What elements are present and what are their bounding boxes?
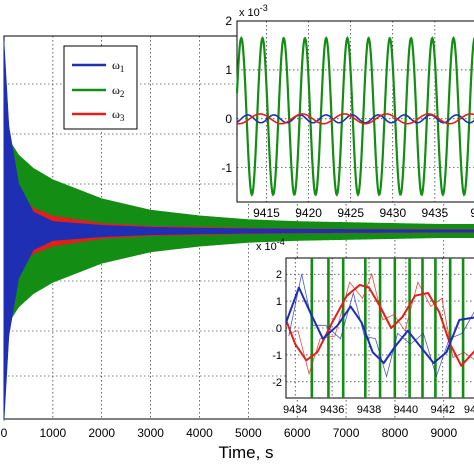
main-plot-series [3, 40, 474, 422]
inset-top-series-ω2 [235, 36, 474, 197]
inset-bottom-x-tick-label: 9438 [357, 404, 381, 416]
inset-top-y-tick-label: -1 [221, 161, 232, 175]
inset-top-x-tick-label: 9430 [379, 206, 406, 220]
main-x-tick-label: 8000 [382, 426, 409, 440]
main-x-tick-label: 6000 [284, 426, 311, 440]
inset-bottom-x-tick-label: 9440 [394, 404, 418, 416]
inset-bottom-x-tick-label: 9436 [320, 404, 344, 416]
inset-bottom-x-tick-label: 94 [464, 404, 474, 416]
main-x-tick-label: 1000 [40, 426, 67, 440]
inset-top-series-ω3 [236, 113, 474, 125]
inset-top-exponent: x 10-3 [239, 3, 268, 19]
main-x-tick-label: 9000 [430, 426, 457, 440]
inset-bottom-y-tick-label: -1 [272, 350, 282, 362]
x-axis-label: Time, s [218, 443, 273, 462]
legend-box [63, 45, 138, 130]
inset-bottom-plot: 2 1 0 -1 -2 9434 9436 9438 9440 9442 94 x 10-4 [256, 237, 474, 416]
inset-top-x-tick-label: 9435 [422, 206, 449, 220]
inset-top-x-tick-labels: 9415 9420 9425 9430 9435 94 [253, 206, 474, 220]
inset-top-y-tick-label: 2 [225, 14, 232, 28]
main-x-tick-label: 2000 [88, 426, 115, 440]
inset-top-plot: 2 1 0 -1 9415 9420 9425 9430 9435 94 x 10-3 [221, 3, 474, 220]
inset-top-y-tick-label: 1 [225, 63, 232, 77]
inset-top-x-tick-label: 9425 [337, 206, 364, 220]
inset-top-series [235, 36, 474, 197]
legend: ω1 ω2 ω3 [63, 45, 138, 130]
inset-bottom-x-tick-labels: 9434 9436 9438 9440 9442 94 [283, 404, 474, 416]
main-series-ω1 [3, 40, 474, 422]
inset-bottom-y-tick-labels: 2 1 0 -1 -2 [272, 269, 282, 389]
inset-bottom-series-ω1-raw [288, 274, 474, 378]
inset-top-y-tick-labels: 2 1 0 -1 [221, 14, 232, 175]
main-x-tick-label: 3000 [137, 426, 164, 440]
inset-top-x-tick-label: 9420 [295, 206, 322, 220]
inset-bottom-series-ω3 [285, 283, 474, 367]
inset-top-series-ω1 [236, 114, 474, 124]
inset-bottom-grid [286, 258, 474, 398]
inset-bottom-exponent: x 10-4 [256, 237, 285, 253]
inset-bottom-y-tick-label: 0 [276, 323, 282, 335]
inset-bottom-series-ω3-raw [288, 272, 474, 376]
main-x-tick-label: 4000 [186, 426, 213, 440]
inset-bottom-y-tick-label: 2 [276, 269, 282, 281]
inset-top-x-tick-label: 94 [470, 206, 474, 220]
inset-bottom-x-tick-label: 9442 [431, 404, 455, 416]
main-x-tick-label: 0 [1, 426, 8, 440]
inset-bottom-y-tick-label: 1 [276, 296, 282, 308]
main-x-tick-labels: 0 1000 2000 3000 4000 5000 6000 7000 8000 9000 [1, 426, 458, 440]
main-x-tick-label: 5000 [235, 426, 262, 440]
inset-top-y-tick-label: 0 [225, 112, 232, 126]
inset-bottom-y-tick-label: -2 [272, 377, 282, 389]
inset-bottom-series [285, 258, 474, 398]
inset-bottom-x-tick-label: 9434 [283, 404, 307, 416]
main-x-tick-label: 7000 [333, 426, 360, 440]
inset-top-x-tick-label: 9415 [253, 206, 280, 220]
